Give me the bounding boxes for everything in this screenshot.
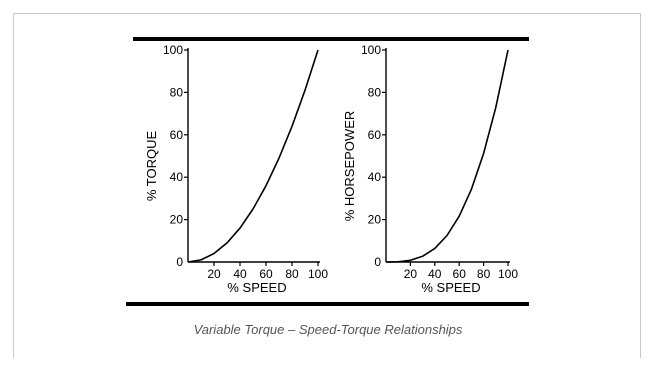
y-tick-label: 0 [374, 255, 381, 269]
y-tick-label: 20 [170, 213, 184, 227]
torque-chart: 0 20 40 60 80 100 20 40 60 80 100 % SPEED % TORQUE [144, 43, 328, 295]
y-tick-label: 80 [170, 85, 184, 99]
y-tick-label: 0 [176, 255, 183, 269]
x-axis-label: % SPEED [227, 280, 286, 295]
y-tick-label: 100 [163, 43, 183, 57]
x-axis-label: % SPEED [421, 280, 480, 295]
x-tick-label: 60 [453, 267, 467, 281]
x-tick-label: 100 [498, 267, 518, 281]
x-tick-label: 100 [308, 267, 328, 281]
y-tick-label: 60 [368, 128, 382, 142]
x-tick-label: 40 [428, 267, 442, 281]
y-tick-label: 100 [361, 43, 381, 57]
x-tick-label: 80 [285, 267, 299, 281]
horsepower-chart: 0 20 40 60 80 100 20 40 60 80 100 % SPEED % HORSEPOW… [342, 43, 518, 295]
y-axis-label: % TORQUE [144, 131, 159, 202]
figure-caption: Variable Torque – Speed-Torque Relations… [193, 322, 463, 337]
y-tick-label: 80 [368, 85, 382, 99]
x-tick-label: 60 [259, 267, 273, 281]
series-line-0 [187, 49, 319, 263]
x-tick-label: 20 [207, 267, 221, 281]
x-tick-label: 20 [404, 267, 418, 281]
y-tick-label: 40 [170, 170, 184, 184]
y-axis-label: % HORSEPOWER [342, 111, 357, 222]
x-tick-label: 40 [233, 267, 247, 281]
y-tick-label: 20 [368, 213, 382, 227]
x-tick-label: 80 [477, 267, 491, 281]
y-tick-label: 40 [368, 170, 382, 184]
y-tick-label: 60 [170, 128, 184, 142]
series-line-0 [385, 49, 509, 263]
figure-frame [13, 13, 641, 358]
